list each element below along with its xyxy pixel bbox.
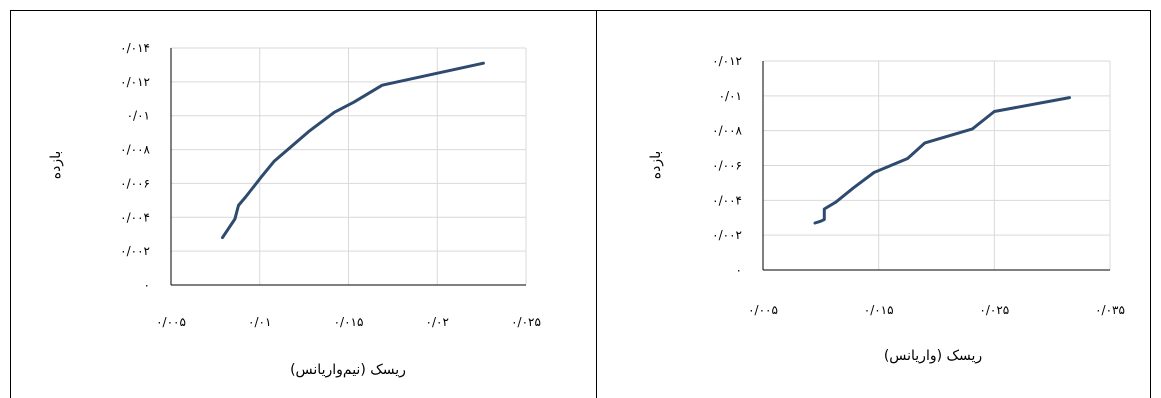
var-y-tick-label: ۰/۰۰۶ bbox=[712, 159, 742, 173]
var-x-tick-label: ۰/۰۱۵ bbox=[864, 303, 894, 317]
var-y-tick-label: ۰/۰۱۲ bbox=[712, 54, 742, 68]
var-y-tick-label: ۰/۰۱ bbox=[719, 89, 742, 103]
semivar-y-tick-label: ۰/۰۰۴ bbox=[120, 210, 150, 224]
semivar-y-tick-label: ۰/۰۰۲ bbox=[120, 244, 150, 258]
semivar-y-tick-label: ۰ bbox=[144, 278, 150, 292]
semivar-series-line bbox=[221, 61, 485, 240]
semivar-y-tick-label: ۰/۰۱۲ bbox=[120, 75, 150, 89]
panel-divider bbox=[596, 10, 597, 398]
var-y-tick-label: ۰/۰۰۸ bbox=[712, 124, 742, 138]
var-y-tick-label: ۰/۰۰۲ bbox=[712, 228, 742, 242]
semivar-x-tick-label: ۰/۰۰۵ bbox=[156, 315, 186, 329]
var-y-tick-label: ۰/۰۰۴ bbox=[712, 193, 742, 207]
semivar-y-tick-label: ۰/۰۱۴ bbox=[120, 41, 150, 55]
var-x-tick-label: ۰/۰۳۵ bbox=[1095, 303, 1125, 317]
var-x-tick-label: ۰/۰۰۵ bbox=[748, 303, 778, 317]
var-y-tick-label: ۰ bbox=[736, 263, 742, 277]
semivar-y-tick-label: ۰/۰۰۸ bbox=[120, 143, 150, 157]
semivar-x-tick-label: ۰/۰۲۵ bbox=[511, 315, 541, 329]
var-series-line bbox=[813, 96, 1071, 225]
semivar-y-tick-label: ۰/۰۰۶ bbox=[120, 176, 150, 190]
var-x-tick-label: ۰/۰۲۵ bbox=[979, 303, 1009, 317]
figure-frame bbox=[10, 10, 1151, 398]
var-y-axis-title: بازده bbox=[648, 151, 664, 180]
semivar-x-tick-label: ۰/۰۱۵ bbox=[334, 315, 364, 329]
semivar-y-tick-label: ۰/۰۱ bbox=[127, 109, 150, 123]
semivar-x-tick-label: ۰/۰۱ bbox=[248, 315, 271, 329]
var-x-axis-title: ریسک (واریانس) bbox=[884, 348, 982, 364]
semivar-x-axis-title: ریسک (نیم‌واریانس) bbox=[290, 362, 406, 378]
semivar-x-tick-label: ۰/۰۲ bbox=[426, 315, 449, 329]
semivar-y-axis-title: بازده bbox=[48, 151, 64, 180]
